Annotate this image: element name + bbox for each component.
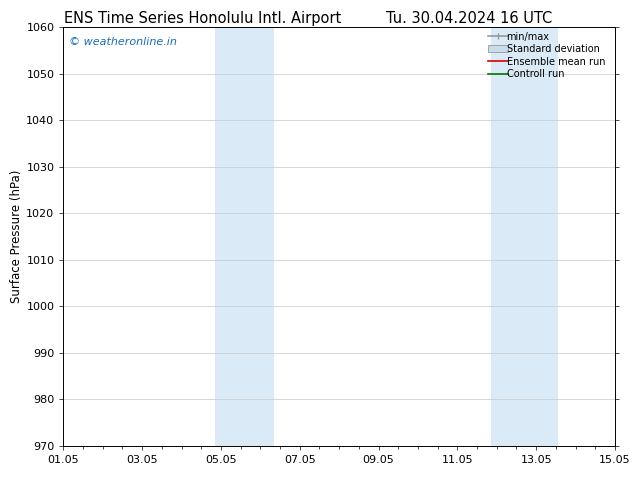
Legend: min/max, Standard deviation, Ensemble mean run, Controll run: min/max, Standard deviation, Ensemble me… bbox=[486, 30, 612, 81]
Text: Tu. 30.04.2024 16 UTC: Tu. 30.04.2024 16 UTC bbox=[386, 11, 552, 26]
Text: ENS Time Series Honolulu Intl. Airport: ENS Time Series Honolulu Intl. Airport bbox=[64, 11, 342, 26]
Bar bbox=[215, 27, 274, 446]
Bar bbox=[491, 27, 558, 446]
Text: © weatheronline.in: © weatheronline.in bbox=[69, 37, 177, 48]
Y-axis label: Surface Pressure (hPa): Surface Pressure (hPa) bbox=[11, 170, 23, 303]
